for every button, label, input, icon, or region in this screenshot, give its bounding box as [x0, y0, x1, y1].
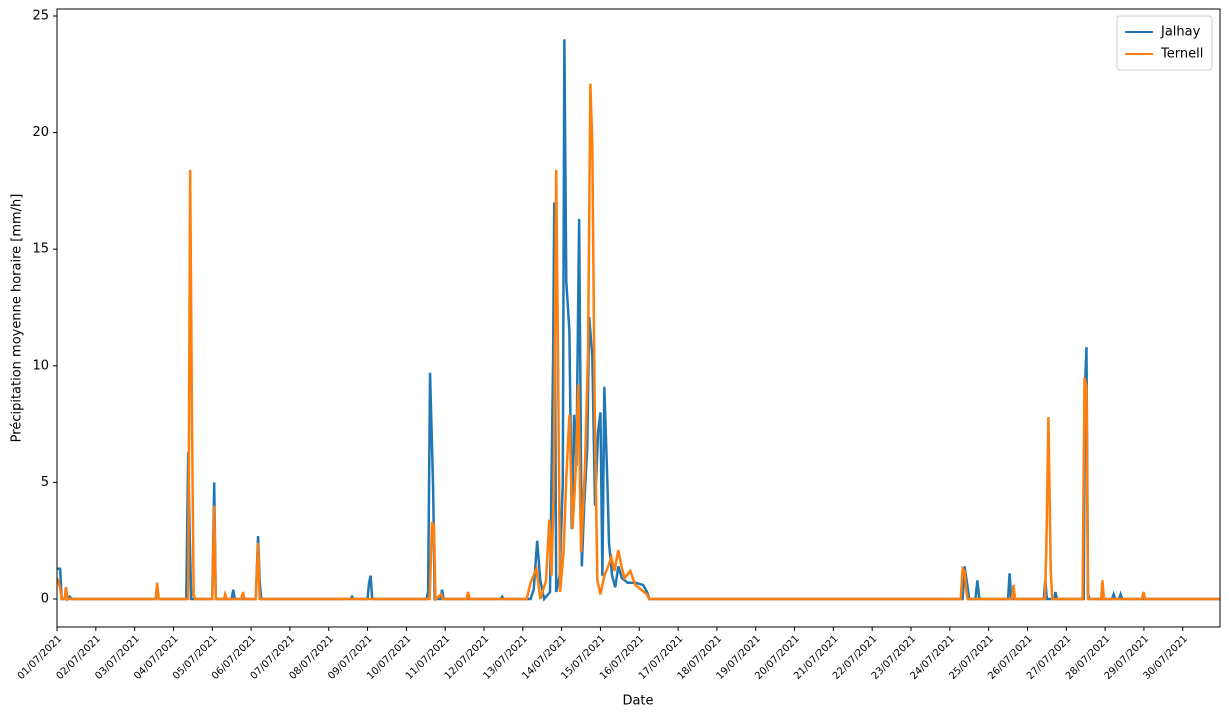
y-tick-label: 5 [41, 475, 49, 490]
legend-label: Jalhay [1160, 25, 1201, 40]
y-tick-label: 20 [32, 125, 49, 140]
legend-label: Ternell [1160, 47, 1203, 62]
plot-area [57, 39, 1220, 602]
axes-frame [56, 8, 1221, 628]
y-axis-label: Précipitation moyenne horaire [mm/h] [10, 194, 25, 443]
series-line [57, 83, 1220, 602]
y-tick-label: 10 [32, 358, 49, 373]
y-tick-label: 25 [32, 8, 49, 23]
y-tick-label: 0 [41, 592, 49, 607]
y-tick-label: 15 [32, 242, 49, 257]
series-line [57, 39, 1220, 602]
x-axis-label: Date [622, 694, 653, 709]
legend-box [1116, 15, 1213, 71]
